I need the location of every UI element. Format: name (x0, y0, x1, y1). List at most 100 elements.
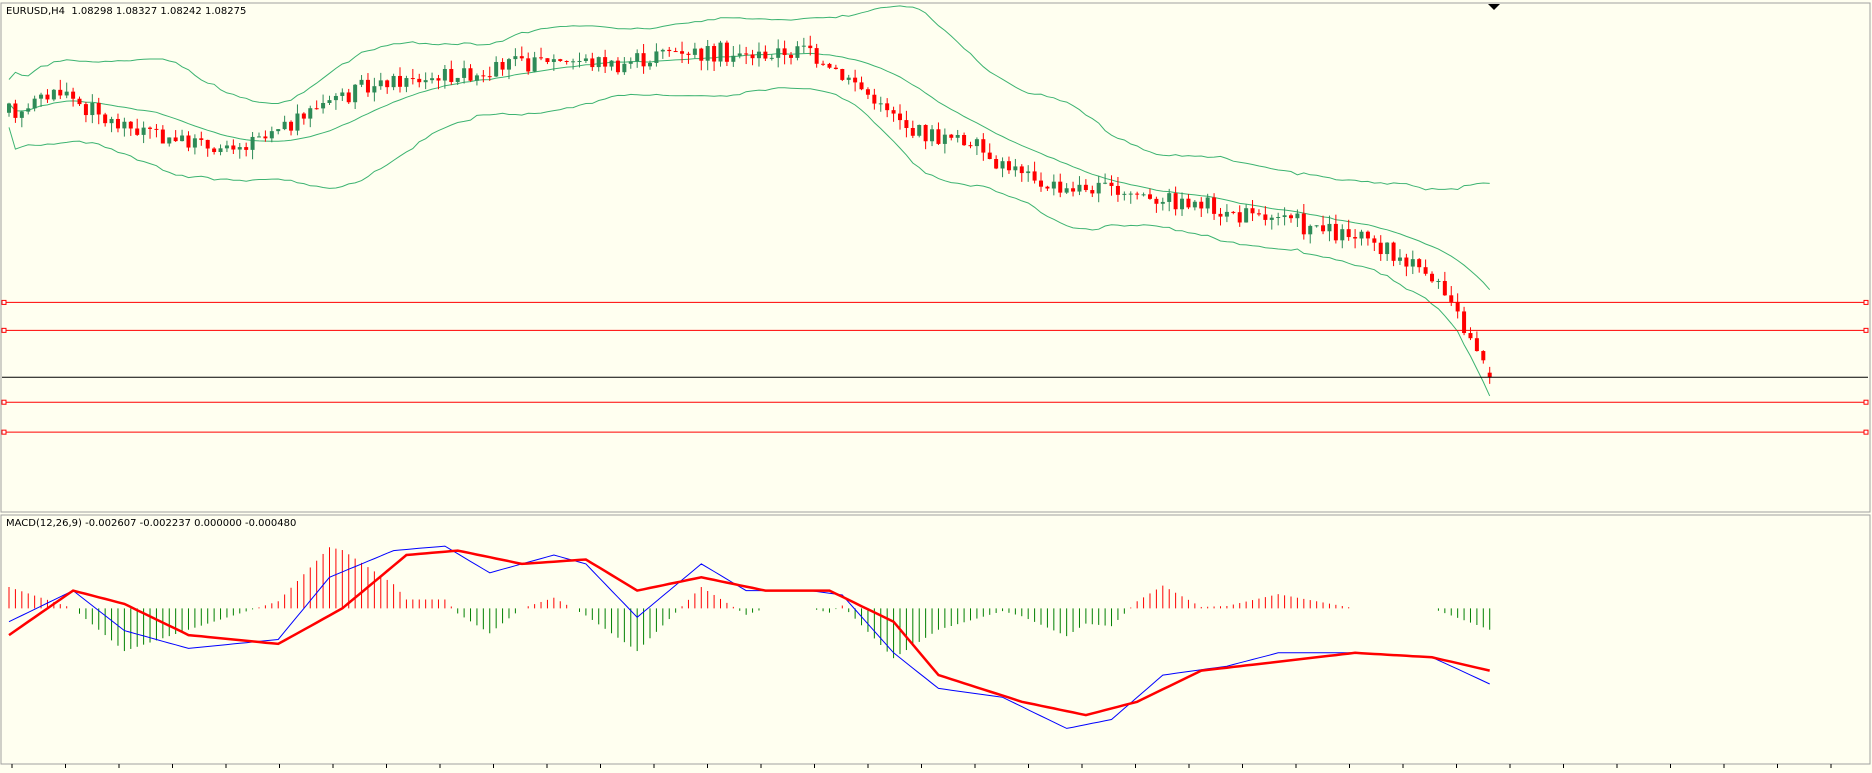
candle-body (289, 121, 294, 131)
candle-body (532, 57, 537, 72)
candle-body (782, 48, 787, 55)
candle-body (58, 89, 63, 96)
candle-body (109, 118, 114, 124)
candle-body (571, 61, 576, 63)
candle-body (327, 100, 332, 103)
candle-body (1103, 182, 1108, 184)
candle-body (1180, 198, 1185, 210)
candle-body (1109, 182, 1114, 186)
candle-body (635, 53, 640, 62)
candle-body (564, 60, 569, 62)
candle-body (276, 129, 281, 132)
candle-body (1154, 198, 1159, 204)
candle-body (295, 113, 300, 131)
candle-body (1083, 184, 1088, 191)
candle-body (1436, 281, 1441, 283)
candle-body (699, 48, 704, 61)
candle-body (186, 135, 191, 148)
candle-body (1090, 190, 1095, 194)
level-handle-right (1863, 399, 1869, 405)
candle-body (763, 51, 768, 59)
candle-body (1147, 194, 1152, 199)
candle-body (923, 124, 928, 142)
candle-body (494, 61, 499, 77)
candle-body (391, 75, 396, 88)
candle-body (359, 79, 364, 85)
candle-body (205, 139, 210, 149)
candle-body (1321, 225, 1326, 232)
candle-body (519, 56, 524, 59)
candle-body (7, 103, 11, 113)
candle-body (199, 138, 204, 140)
candle-body (423, 80, 428, 83)
candle-body (333, 95, 338, 101)
candle-body (103, 114, 108, 124)
candle-body (1276, 217, 1281, 219)
candle-body (1231, 211, 1236, 213)
candle-body (513, 56, 518, 60)
candle-body (1430, 273, 1435, 282)
candle-body (1455, 301, 1460, 312)
candle-body (776, 48, 781, 58)
candle-body (1462, 311, 1467, 334)
candle-body (1282, 215, 1287, 218)
candle-body (994, 159, 999, 169)
candle-body (212, 148, 217, 153)
candle-body (686, 53, 691, 55)
bollinger-middle-band (8, 52, 1491, 291)
candle-body (404, 78, 409, 87)
candle-body (1359, 231, 1364, 239)
candle-body (39, 94, 44, 99)
candle-body (282, 121, 287, 130)
candle-body (1365, 231, 1370, 239)
candle-body (1205, 197, 1210, 209)
candle-body (1013, 166, 1018, 171)
candle-body (673, 51, 678, 53)
candle-body (128, 121, 133, 129)
candle-body (1327, 223, 1332, 232)
candle-body (1045, 186, 1050, 189)
candle-body (231, 145, 236, 150)
candle-body (1077, 184, 1082, 192)
level-handle-left (1, 399, 7, 405)
candle-body (77, 98, 82, 105)
candle-body (756, 51, 761, 59)
candle-body (314, 108, 319, 110)
candle-body (506, 59, 511, 70)
candle-body (949, 134, 954, 138)
candle-body (148, 127, 153, 129)
candle-body (468, 68, 473, 81)
candle-body (462, 68, 467, 78)
level-handle-left (1, 299, 7, 305)
candle-body (1487, 372, 1492, 378)
candle-body (378, 80, 383, 87)
candle-body (1481, 351, 1486, 361)
candle-body (1071, 188, 1076, 192)
candle-body (1474, 338, 1479, 352)
macd-indicator-title: MACD(12,26,9) -0.002607 -0.002237 0.0000… (6, 518, 297, 529)
candle-body (821, 63, 826, 65)
candle-body (628, 61, 633, 64)
candle-body (1058, 181, 1063, 193)
macd-signal-line (8, 549, 1490, 717)
candle-body (64, 91, 69, 96)
candle-body (436, 78, 441, 81)
candle-body (474, 75, 479, 81)
candle-body (910, 127, 915, 136)
candle-body (1173, 193, 1178, 210)
macd-pane-frame (0, 514, 1871, 765)
candle-body (558, 59, 563, 61)
candle-body (750, 54, 755, 59)
candle-body (1224, 211, 1229, 217)
candle-body (1218, 213, 1223, 217)
candle-body (1442, 281, 1447, 296)
candle-body (237, 147, 242, 150)
candle-body (71, 91, 76, 99)
candle-body (814, 48, 819, 64)
candle-body (936, 129, 941, 144)
candle-body (1449, 295, 1454, 302)
candle-body (449, 68, 454, 82)
candle-body (891, 110, 896, 114)
candle-body (840, 69, 845, 80)
